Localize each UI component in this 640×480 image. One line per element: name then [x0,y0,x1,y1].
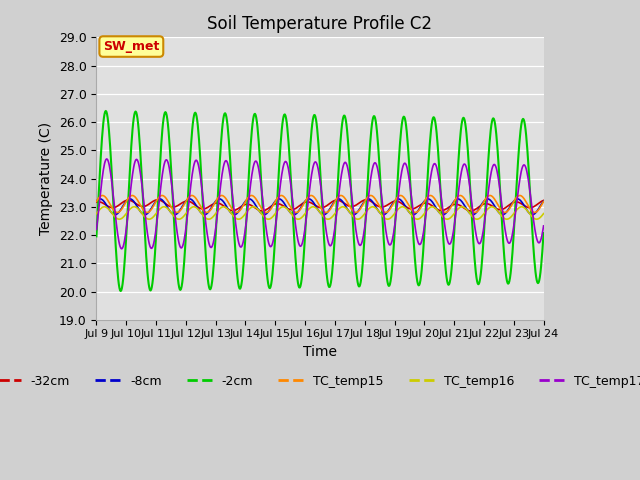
Title: Soil Temperature Profile C2: Soil Temperature Profile C2 [207,15,433,33]
Text: SW_met: SW_met [103,40,159,53]
Legend: -32cm, -8cm, -2cm, TC_temp15, TC_temp16, TC_temp17: -32cm, -8cm, -2cm, TC_temp15, TC_temp16,… [0,370,640,393]
Y-axis label: Temperature (C): Temperature (C) [39,122,53,235]
X-axis label: Time: Time [303,345,337,359]
